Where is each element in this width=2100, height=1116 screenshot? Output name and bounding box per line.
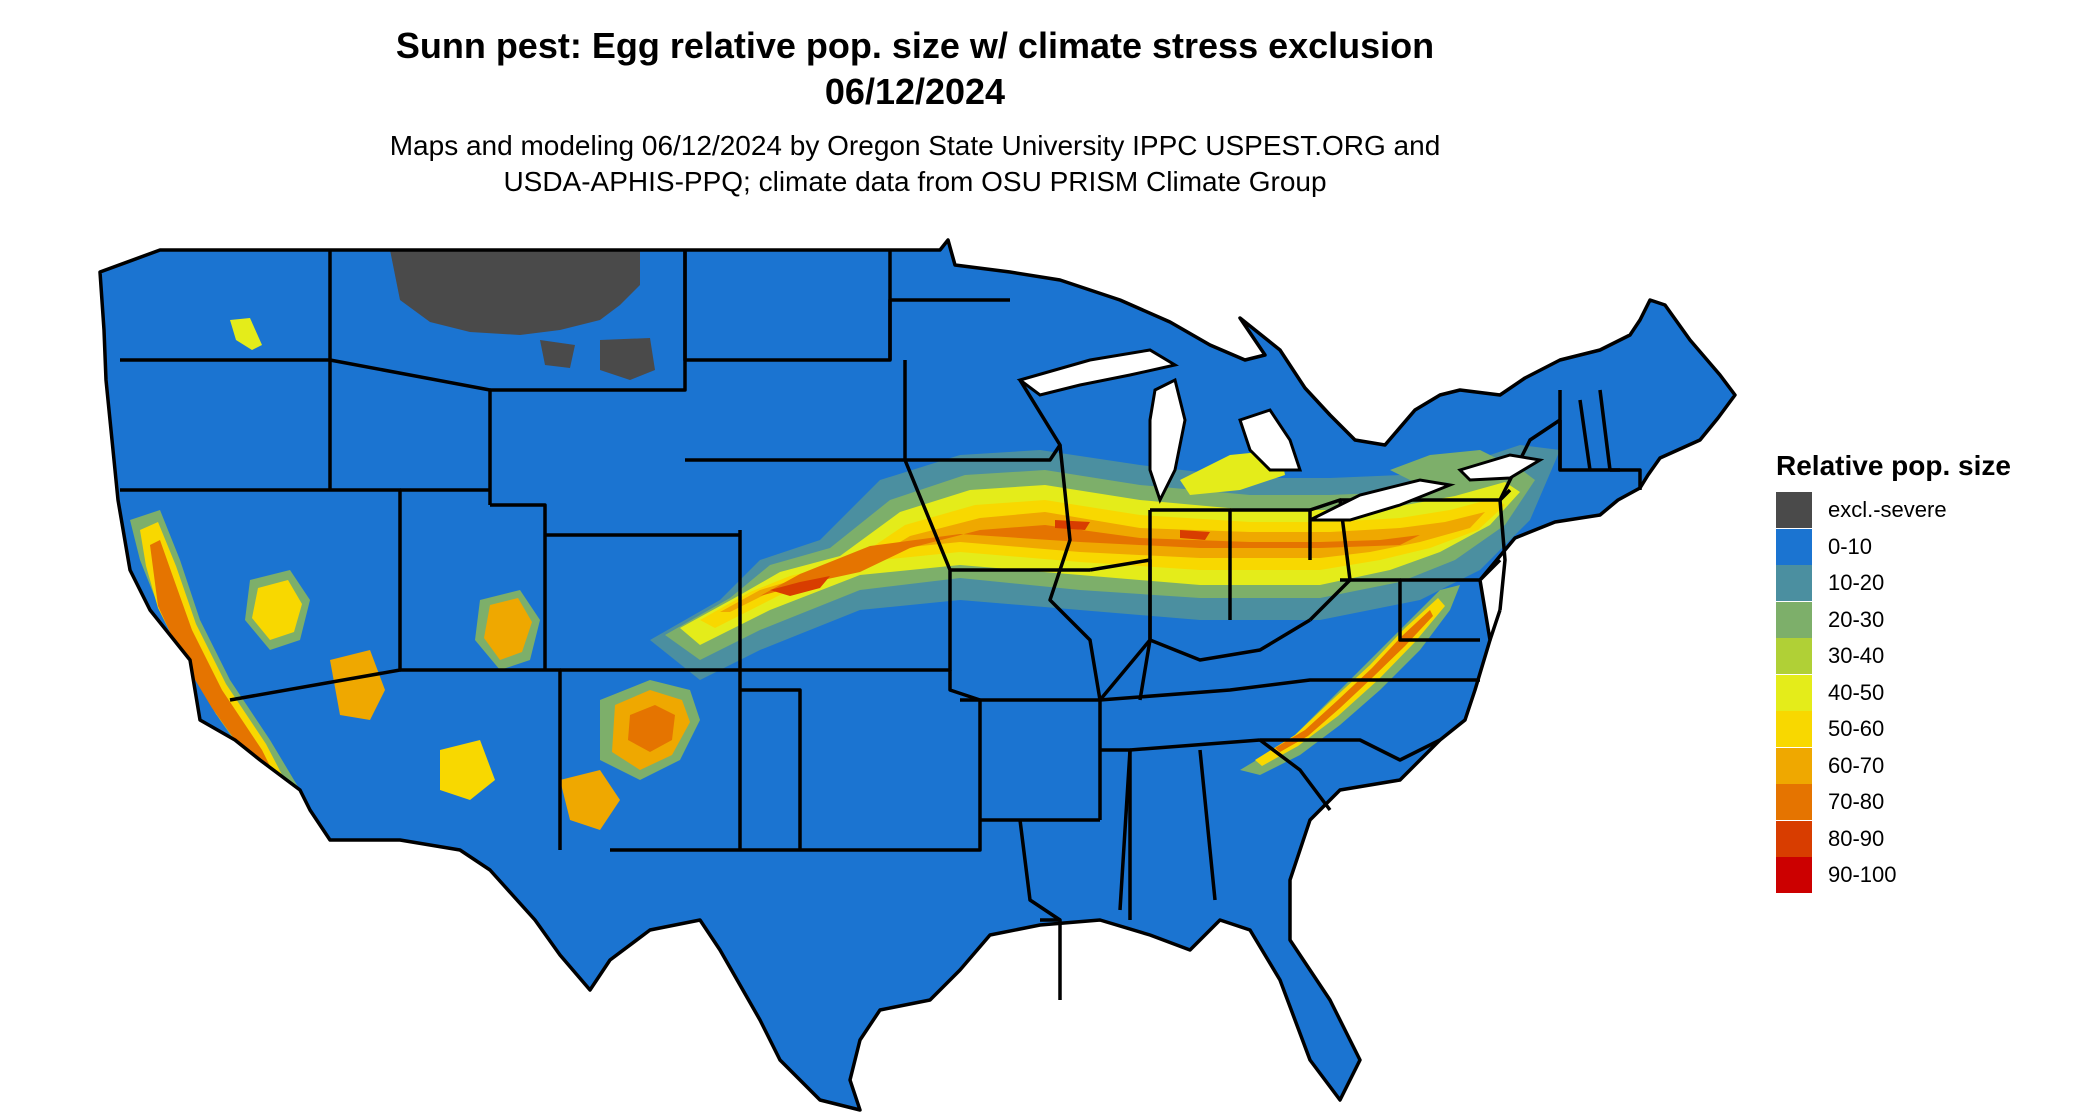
legend-swatch (1776, 638, 1812, 675)
legend-item: 30-40 (1776, 638, 2076, 675)
legend-swatch (1776, 711, 1812, 748)
map-credit-line-1: Maps and modeling 06/12/2024 by Oregon S… (389, 130, 1441, 161)
legend-label: 40-50 (1828, 679, 1885, 705)
legend-item: 50-60 (1776, 711, 2076, 748)
legend-item: 60-70 (1776, 747, 2076, 785)
legend-label: 50-60 (1828, 716, 1885, 742)
legend-label: 60-70 (1828, 752, 1885, 778)
legend-label: 90-100 (1828, 862, 1897, 888)
legend-swatch (1776, 528, 1812, 565)
legend-label: 30-40 (1828, 643, 1885, 669)
legend-title: Relative pop. size (1776, 450, 2011, 481)
legend-swatch (1776, 565, 1812, 602)
legend-item: 20-30 (1776, 601, 2076, 639)
exclusion-zone (390, 250, 655, 380)
legend-item: excl.-severe (1776, 492, 2076, 529)
legend-item: 90-100 (1776, 857, 2076, 894)
legend-item: 40-50 (1776, 674, 2076, 712)
legend-swatch (1776, 674, 1812, 711)
legend-swatch (1776, 857, 1812, 894)
suitability-patches-west (245, 570, 700, 830)
map-title: Sunn pest: Egg relative pop. size w/ cli… (395, 25, 1435, 66)
legend-label: 70-80 (1828, 789, 1885, 815)
map-credit-line-2: USDA-APHIS-PPQ; climate data from OSU PR… (503, 166, 1327, 197)
legend-label: 10-20 (1828, 570, 1885, 596)
map-date: 06/12/2024 (824, 71, 1006, 112)
legend-swatch (1776, 784, 1812, 821)
legend-label: 20-30 (1828, 606, 1885, 632)
state-borders (98, 238, 1737, 1112)
suitability-patch-washington (230, 318, 262, 350)
legend-label: 0-10 (1828, 533, 1873, 559)
legend-swatch (1776, 820, 1812, 857)
legend-items: excl.-severe 0-10 10-20 20-30 30-40 40-50 50-6… (1776, 492, 2076, 894)
legend-label: 80-90 (1828, 825, 1885, 851)
legend-item: 70-80 (1776, 784, 2076, 821)
great-lakes (1016, 348, 1545, 522)
legend-item: 80-90 (1776, 820, 2076, 858)
legend: Relative pop. size excl.-severe 0-10 10-20… (1776, 448, 2076, 894)
legend-swatch (1776, 492, 1812, 529)
legend-label: excl.-severe (1828, 497, 1947, 523)
legend-item: 10-20 (1776, 565, 2076, 602)
legend-swatch (1776, 747, 1812, 784)
legend-item: 0-10 (1776, 528, 2076, 566)
legend-swatch (1776, 601, 1812, 638)
